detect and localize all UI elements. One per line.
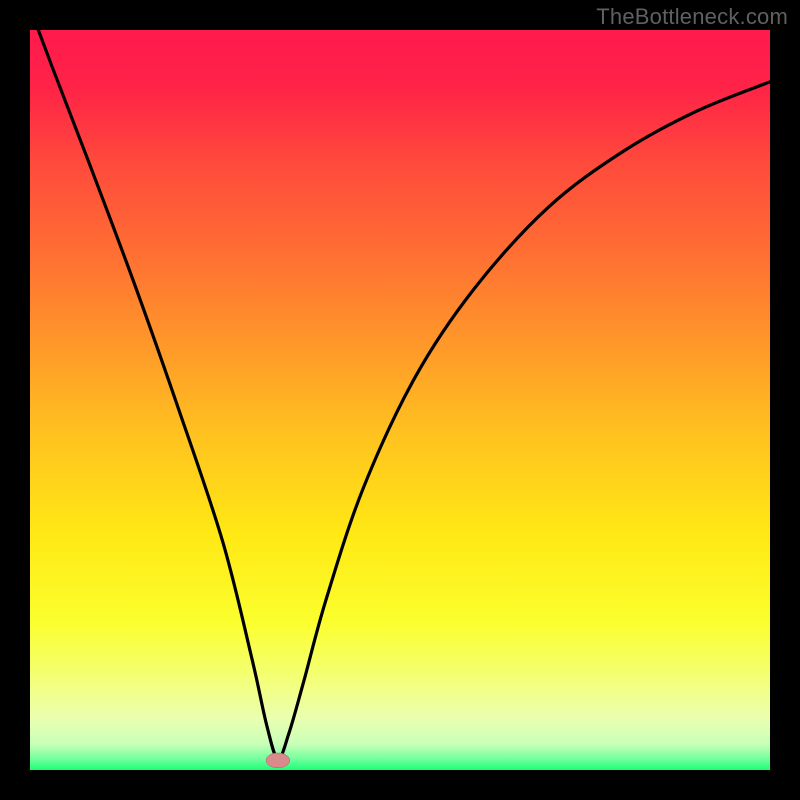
chart-frame: TheBottleneck.com: [0, 0, 800, 800]
bottleneck-plot: [30, 30, 770, 770]
gradient-background: [30, 30, 770, 770]
watermark-text: TheBottleneck.com: [596, 4, 788, 30]
optimum-marker: [266, 753, 290, 768]
